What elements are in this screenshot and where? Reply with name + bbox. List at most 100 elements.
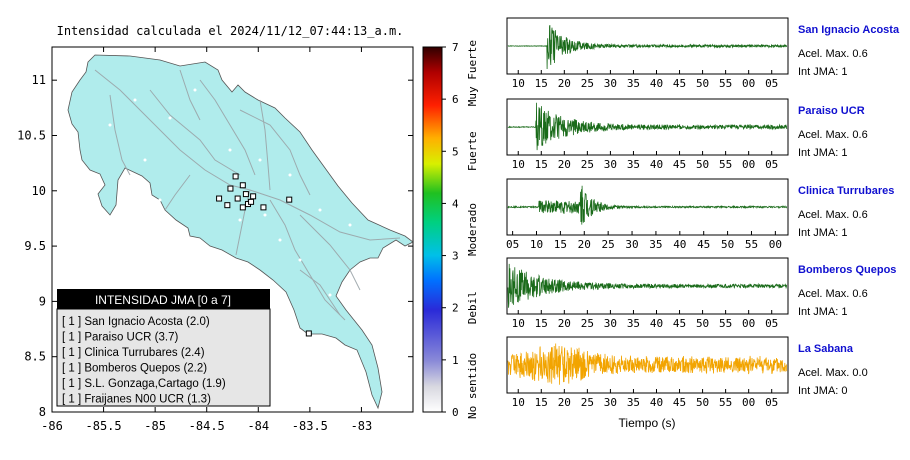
station-square: [286, 196, 293, 203]
station-name: San Ignacio Acosta: [798, 24, 900, 36]
waveform-tick-label: 15: [535, 396, 548, 409]
colorbar-category-label: Fuerte: [466, 131, 479, 171]
waveform-trace: [507, 343, 788, 385]
waveform-trace: [507, 185, 788, 225]
waveform-tick-label: 20: [558, 396, 571, 409]
waveform-tick-label: 25: [602, 238, 615, 251]
station-square: [227, 185, 234, 192]
waveform-tick-label: 50: [696, 77, 709, 90]
waveform-tick-label: 15: [535, 77, 548, 90]
waveform-tick-label: 00: [742, 158, 755, 171]
waveform-xlabel: Tiempo (s): [619, 416, 676, 430]
waveform-tick-label: 50: [696, 158, 709, 171]
map-xtick-label: -85.5: [86, 419, 122, 433]
colorbar-tick-label: 0: [452, 406, 459, 419]
waveform-tick-label: 05: [765, 396, 778, 409]
colorbar-category-label: Muy Fuerte: [466, 40, 479, 106]
waveform-tick-label: 15: [535, 317, 548, 330]
waveform-tick-label: 25: [581, 77, 594, 90]
station-name: Clinica Turrubares: [798, 185, 894, 197]
legend-item: [ 1 ] San Ignacio Acosta (2.0): [62, 316, 210, 328]
map-xtick-label: -84: [247, 419, 269, 433]
colorbar-tick-label: 4: [452, 197, 459, 210]
waveform-tick-label: 10: [512, 77, 525, 90]
station-square: [250, 193, 257, 200]
waveform-tick-label: 40: [650, 158, 663, 171]
waveform-tick-label: 05: [765, 158, 778, 171]
station-square: [224, 202, 231, 209]
map-ytick-label: 11: [32, 73, 46, 87]
station-jma: Int JMA: 1: [798, 227, 848, 239]
colorbar-category-label: Moderado: [466, 203, 479, 256]
station-jma: Int JMA: 1: [798, 147, 848, 159]
station-square: [305, 330, 312, 337]
waveform-tick-label: 05: [506, 238, 519, 251]
waveform-tick-label: 35: [627, 77, 640, 90]
map-axis-ticks: -86 -85.5 -85 -84.5 -84 -83.5 -83 8 8.5 9 9.5 10 10.…: [17, 47, 413, 433]
waveform-trace: [507, 24, 788, 70]
legend-body: [56, 308, 271, 407]
roads: [94, 69, 401, 321]
waveform-tick-label: 55: [719, 396, 732, 409]
waveform-tick-label: 35: [649, 238, 662, 251]
waveform-panel: 10 15 20 25 30 35 40 45 50 55 00 05 La Sabana Acel. M…: [506, 336, 868, 409]
station-square: [234, 195, 241, 202]
legend-item: [ 1 ] S.L. Gonzaga,Cartago (1.9): [62, 378, 226, 390]
waveform-tick-label: 45: [697, 238, 710, 251]
station-square: [239, 182, 246, 189]
station-square: [216, 195, 223, 202]
waveform-tick-label: 35: [627, 396, 640, 409]
waveform-tick-label: 10: [530, 238, 543, 251]
waveform-tick-label: 20: [558, 158, 571, 171]
legend-item: [ 1 ] Paraiso UCR (3.7): [62, 332, 178, 344]
map-title: Intensidad calculada el 2024/11/12_07:44…: [57, 24, 404, 38]
colorbar-tick-label: 6: [452, 93, 459, 106]
legend-title: INTENSIDAD JMA [0 a 7]: [95, 293, 231, 307]
station-accel: Acel. Max. 0.6: [798, 129, 868, 141]
waveform-tick-label: 30: [604, 317, 617, 330]
map-ytick-label: 8: [39, 405, 46, 419]
waveform-tick-label: 55: [745, 238, 758, 251]
station-accel: Acel. Max. 0.6: [798, 209, 868, 221]
map-xtick-label: -83: [351, 419, 373, 433]
waveform-tick-label: 50: [721, 238, 734, 251]
map-xtick-label: -83.5: [292, 419, 328, 433]
waveform-panel: 10 15 20 25 30 35 40 45 50 55 00 05 Paraiso UCR Acel.…: [506, 98, 868, 171]
station-name: Bomberos Quepos: [798, 264, 896, 276]
waveform-tick-label: 15: [554, 238, 567, 251]
waveform-tick-label: 25: [581, 158, 594, 171]
station-markers: [216, 173, 312, 337]
waveform-tick-label: 20: [578, 238, 591, 251]
waveform-tick-label: 00: [769, 238, 782, 251]
waveform-tick-label: 55: [719, 317, 732, 330]
waveform-tick-label: 10: [512, 317, 525, 330]
station-accel: Acel. Max. 0.6: [798, 48, 868, 60]
waveform-tick-label: 45: [673, 396, 686, 409]
station-jma: Int JMA: 1: [798, 66, 848, 78]
map-xtick-label: -86: [41, 419, 63, 433]
waveform-tick-label: 40: [650, 396, 663, 409]
small-station-dots: [108, 88, 377, 342]
waveform-tick-label: 20: [558, 317, 571, 330]
waveform-tick-label: 50: [696, 396, 709, 409]
colorbar-tick-label: 2: [452, 302, 459, 315]
intensity-legend: INTENSIDAD JMA [0 a 7] [ 1 ] San Ignacio…: [56, 289, 271, 407]
waveform-tick-label: 30: [625, 238, 638, 251]
waveform-panel: 10 15 20 25 30 35 40 45 50 55 00 05 San Ignacio Acos…: [506, 17, 900, 90]
map-ytick-label: 8.5: [24, 350, 46, 364]
colorbar-category-label: Debil: [466, 291, 479, 324]
waveform-tick-label: 40: [650, 77, 663, 90]
legend-item: [ 1 ] Clinica Turrubares (2.4): [62, 347, 205, 359]
waveform-tick-label: 25: [581, 396, 594, 409]
waveform-tick-label: 45: [673, 77, 686, 90]
waveform-tick-label: 15: [535, 158, 548, 171]
waveform-panel: 10 15 20 25 30 35 40 45 50 55 00 05 Bomberos Quepos A…: [506, 257, 896, 330]
waveform-tick-label: 10: [512, 158, 525, 171]
colorbar: 0 1 2 3 4 5 6 7 No sentido Debil Moderado Fuerte Muy…: [422, 40, 479, 419]
waveform-tick-label: 40: [650, 317, 663, 330]
colorbar-category-label: No sentido: [466, 353, 479, 419]
station-square: [239, 204, 246, 211]
waveform-trace: [507, 102, 788, 151]
waveform-panel: 05 10 15 20 25 30 35 40 45 50 55 00 Clinica Turrubar…: [506, 178, 894, 251]
